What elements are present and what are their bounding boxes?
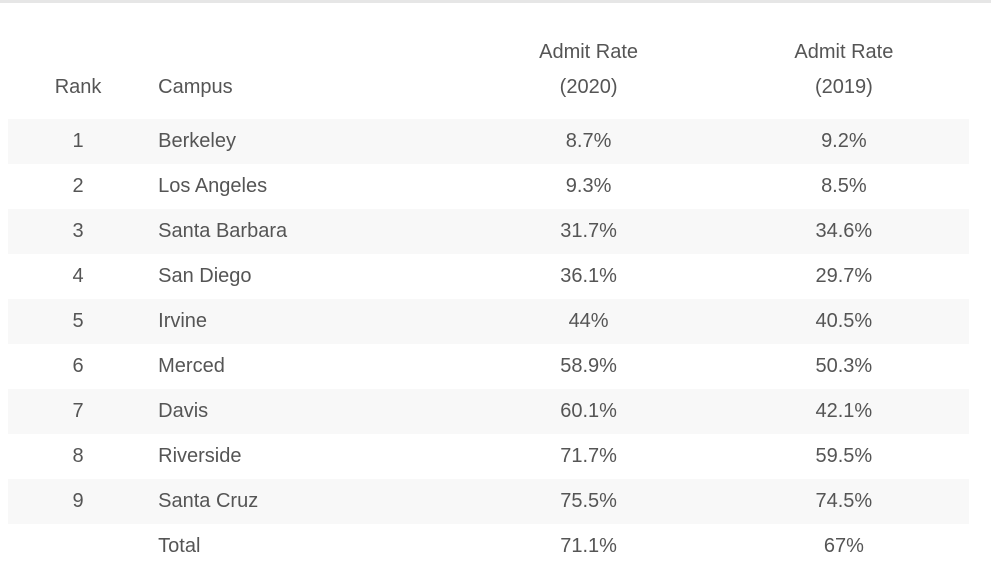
- table-row: 9 Santa Cruz 75.5% 74.5%: [8, 479, 969, 524]
- admit-rate-2019-cell: 74.5%: [718, 479, 969, 524]
- campus-cell: San Diego: [158, 265, 252, 287]
- table-body: 1 Berkeley 8.7% 9.2% 2 Los Angeles 9.3% …: [8, 119, 969, 569]
- header-admit-rate-2020: Admit Rate (2020): [458, 24, 718, 119]
- admit-rate-2019-cell: 29.7%: [815, 265, 873, 287]
- admit-rate-2020-cell: 58.9%: [560, 355, 617, 377]
- table-row: 5 Irvine 44% 40.5%: [8, 299, 969, 344]
- header-admit-rate-2020-line2: (2020): [559, 76, 618, 98]
- admit-rate-2020-cell: 8.7%: [458, 119, 719, 164]
- admit-rate-2019-cell: 40.5%: [718, 299, 969, 344]
- campus-cell: Berkeley: [148, 119, 459, 164]
- rank-cell: 2: [72, 175, 84, 197]
- table-row: 6 Merced 58.9% 50.3%: [8, 344, 969, 389]
- campus-cell: Los Angeles: [158, 175, 268, 197]
- admit-rate-2020-cell: 31.7%: [458, 209, 719, 254]
- campus-cell: Santa Cruz: [148, 479, 459, 524]
- rank-cell: 3: [8, 209, 149, 254]
- header-campus: Campus: [148, 24, 458, 119]
- admit-rate-2019-cell: 67%: [823, 535, 864, 557]
- admit-rate-table-container: Rank Campus Admit Rate (2020) Admit Rate…: [8, 24, 969, 569]
- header-row: Rank Campus Admit Rate (2020) Admit Rate…: [8, 24, 969, 119]
- top-divider: [0, 0, 991, 3]
- header-campus-label: Campus: [158, 76, 233, 98]
- header-admit-rate-2019-line2: (2019): [814, 76, 873, 98]
- header-admit-rate-2019-line1: Admit Rate: [794, 41, 894, 63]
- admit-rate-2019-cell: 50.3%: [815, 355, 873, 377]
- table-row: 2 Los Angeles 9.3% 8.5%: [8, 164, 969, 209]
- header-admit-rate-2019: Admit Rate (2019): [719, 24, 969, 119]
- table-row: 4 San Diego 36.1% 29.7%: [8, 254, 969, 299]
- rank-cell: [8, 524, 148, 569]
- rank-cell: 4: [72, 265, 84, 287]
- rank-cell: 9: [8, 479, 149, 524]
- rank-cell: 6: [72, 355, 84, 377]
- admit-rate-2019-cell: 8.5%: [821, 175, 867, 197]
- campus-cell: Davis: [148, 389, 459, 434]
- table-row: 1 Berkeley 8.7% 9.2%: [8, 119, 969, 164]
- total-row: Total 71.1% 67%: [8, 524, 969, 569]
- header-rank: Rank: [8, 24, 148, 119]
- admit-rate-2019-cell: 9.2%: [718, 119, 969, 164]
- campus-cell: Total: [158, 535, 201, 557]
- header-rank-label: Rank: [54, 76, 102, 98]
- admit-rate-2020-cell: 71.7%: [560, 445, 617, 467]
- admit-rate-2019-cell: 34.6%: [718, 209, 969, 254]
- campus-cell: Merced: [158, 355, 225, 377]
- rank-cell: 5: [8, 299, 149, 344]
- table-row: 3 Santa Barbara 31.7% 34.6%: [8, 209, 969, 254]
- admit-rate-2020-cell: 71.1%: [560, 535, 617, 557]
- rank-cell: 7: [8, 389, 149, 434]
- campus-cell: Irvine: [148, 299, 459, 344]
- admit-rate-2019-cell: 59.5%: [815, 445, 873, 467]
- rank-cell: 1: [8, 119, 149, 164]
- admit-rate-2020-cell: 9.3%: [565, 175, 612, 197]
- admit-rate-2020-cell: 36.1%: [560, 265, 617, 287]
- campus-cell: Santa Barbara: [148, 209, 459, 254]
- table-header: Rank Campus Admit Rate (2020) Admit Rate…: [8, 24, 969, 119]
- admit-rate-2020-cell: 44%: [458, 299, 719, 344]
- table-row: 7 Davis 60.1% 42.1%: [8, 389, 969, 434]
- admit-rate-2020-cell: 75.5%: [458, 479, 719, 524]
- admit-rate-table: Rank Campus Admit Rate (2020) Admit Rate…: [8, 24, 969, 569]
- header-admit-rate-2020-line1: Admit Rate: [539, 41, 639, 63]
- table-row: 8 Riverside 71.7% 59.5%: [8, 434, 969, 479]
- admit-rate-2020-cell: 60.1%: [458, 389, 719, 434]
- rank-cell: 8: [72, 445, 84, 467]
- campus-cell: Riverside: [158, 445, 242, 467]
- admit-rate-2019-cell: 42.1%: [718, 389, 969, 434]
